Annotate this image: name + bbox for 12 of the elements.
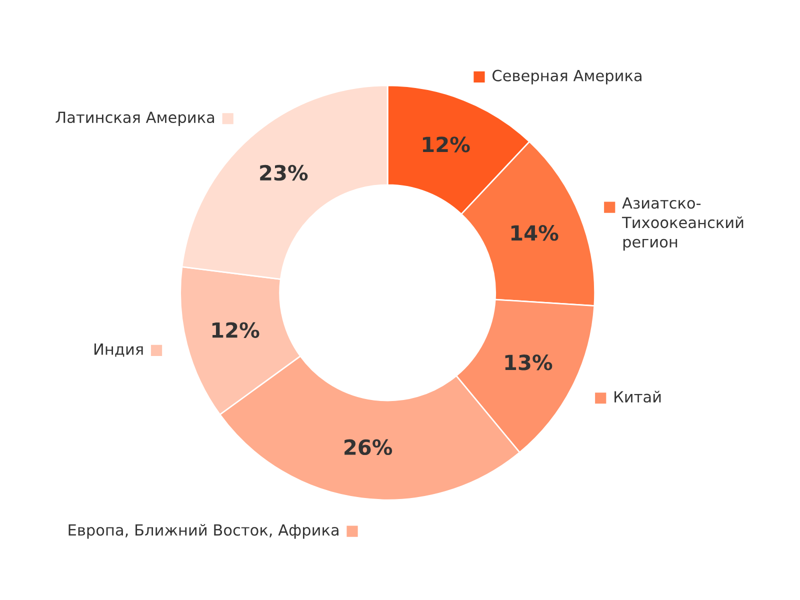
legend-label: Азиатско- Тихоокеанский регион — [622, 197, 744, 251]
data-label: 26% — [344, 439, 392, 456]
slice-label: Европа, Ближний Восток, Африка — [68, 524, 338, 539]
data-label: 12% — [422, 136, 470, 152]
data-label: 13% — [505, 354, 552, 370]
slice-label: Индия — [94, 344, 143, 357]
legend-label: Северная Америка — [492, 70, 642, 84]
slice-label: Латинская Америка — [56, 112, 214, 126]
legend-label: Китай — [614, 390, 661, 403]
data-label: 14% — [511, 225, 558, 241]
data-label: 12% — [212, 322, 260, 338]
data-label: 23% — [260, 164, 308, 181]
